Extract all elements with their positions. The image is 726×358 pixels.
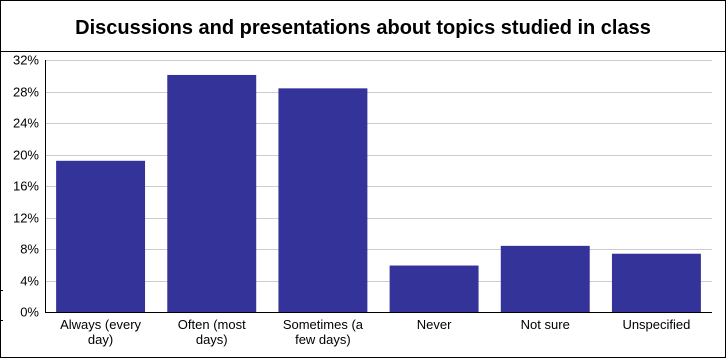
x-tick-label: Always (every day) (60, 317, 141, 347)
x-tick-label: Often (most days) (178, 317, 246, 347)
chart-title: Discussions and presentations about topi… (75, 17, 651, 39)
y-tick-label: 16% (13, 179, 39, 194)
y-tick-label: 0% (20, 305, 39, 320)
y-tick-label: 20% (13, 148, 39, 163)
bar (500, 245, 590, 312)
title-divider (1, 51, 725, 52)
x-tick-label: Not sure (521, 317, 570, 332)
bar (167, 74, 257, 313)
bar (56, 160, 146, 312)
bar (278, 88, 368, 312)
y-tick-label: 32% (13, 53, 39, 68)
y-tick-label: 12% (13, 211, 39, 226)
y-tick-label: 28% (13, 85, 39, 100)
y-tick-label: 8% (20, 242, 39, 257)
left-edge-tick (0, 290, 3, 291)
y-tick-label: 24% (13, 116, 39, 131)
y-tick-label: 4% (20, 274, 39, 289)
bar (389, 265, 479, 312)
x-tick-label: Unspecified (622, 317, 690, 332)
bar (611, 253, 701, 312)
x-tick-label: Sometimes (a few days) (283, 317, 364, 347)
left-edge-tick (0, 320, 3, 321)
x-tick-label: Never (417, 317, 452, 332)
